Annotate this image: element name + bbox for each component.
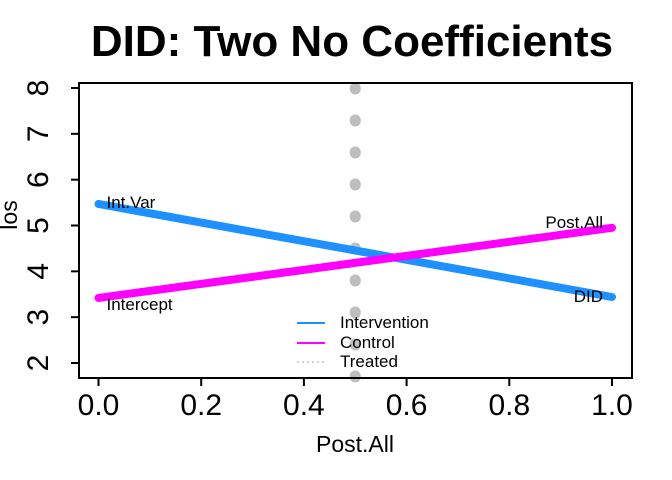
y-tick-label: 2 xyxy=(22,355,55,372)
x-tick-label: 0.0 xyxy=(78,389,120,422)
series-line-control xyxy=(94,223,616,302)
annotation-intercept: Intercept xyxy=(107,295,173,314)
legend-label-intervention: Intervention xyxy=(340,313,429,332)
y-tick-label: 7 xyxy=(22,125,55,142)
annotation-int-var: Int.Var xyxy=(107,193,156,212)
annotation-post-all: Post.All xyxy=(545,213,603,232)
y-tick-label: 8 xyxy=(22,80,55,97)
annotation-did: DID xyxy=(574,287,603,306)
legend-label-treated: Treated xyxy=(340,352,398,371)
legend-label-control: Control xyxy=(340,333,395,352)
y-tick-label: 6 xyxy=(22,171,55,188)
x-tick-label: 0.8 xyxy=(488,389,530,422)
x-tick-label: 0.2 xyxy=(180,389,222,422)
y-axis-title: los xyxy=(0,200,22,229)
x-axis-title: Post.All xyxy=(316,431,394,457)
plot-render-layer: 0.0 0.2 0.4 0.6 0.8 1.0 2 3 4 5 6 7 8 Int.Var Intercep… xyxy=(22,80,633,422)
plot-box xyxy=(78,82,633,379)
y-tick-label: 4 xyxy=(22,263,55,280)
x-tick-label: 0.4 xyxy=(283,389,325,422)
x-tick-label: 1.0 xyxy=(591,389,633,422)
chart-title: DID: Two No Coefficients xyxy=(91,17,613,66)
y-tick-label: 3 xyxy=(22,309,55,326)
x-tick-label: 0.6 xyxy=(386,389,428,422)
y-tick-label: 5 xyxy=(22,217,55,234)
series-line-intervention xyxy=(94,199,616,302)
